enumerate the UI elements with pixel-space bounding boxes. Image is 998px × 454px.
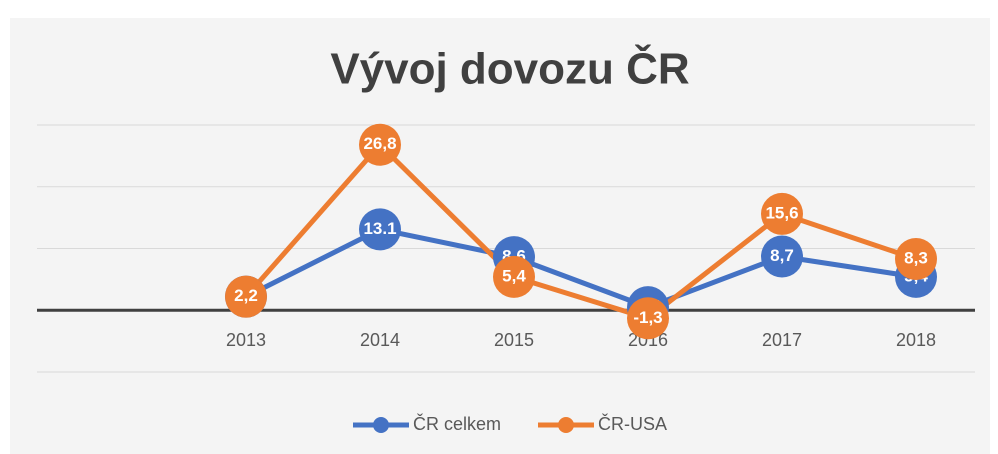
x-tick-label: 2015 (494, 330, 534, 350)
x-tick-label: 2014 (360, 330, 400, 350)
marker (225, 275, 267, 318)
chart-background (10, 18, 990, 454)
data-label: 13.1 (363, 219, 396, 238)
legend-label: ČR-USA (598, 413, 667, 434)
legend-marker (558, 417, 574, 433)
series-line (244, 142, 917, 321)
data-label: 2,2 (234, 286, 258, 305)
series-line (244, 226, 917, 310)
x-tick-label: 2013 (226, 330, 266, 350)
legend-marker (373, 417, 389, 433)
marker (359, 208, 401, 251)
marker (761, 192, 803, 235)
marker (359, 123, 401, 166)
chart-title: Vývoj dovozu ČR (330, 43, 689, 94)
data-label: 15,6 (765, 203, 798, 222)
legend-label: ČR celkem (413, 413, 501, 434)
data-label: -1,3 (633, 308, 662, 327)
data-label: 5,4 (502, 266, 526, 285)
data-label: 8,3 (904, 248, 928, 267)
marker (493, 255, 535, 298)
marker (627, 297, 669, 340)
marker (761, 235, 803, 278)
x-tick-label: 2018 (896, 330, 936, 350)
data-label: 8,7 (770, 246, 794, 265)
marker (895, 237, 937, 280)
data-label: 26,8 (363, 134, 396, 153)
x-tick-label: 2017 (762, 330, 802, 350)
